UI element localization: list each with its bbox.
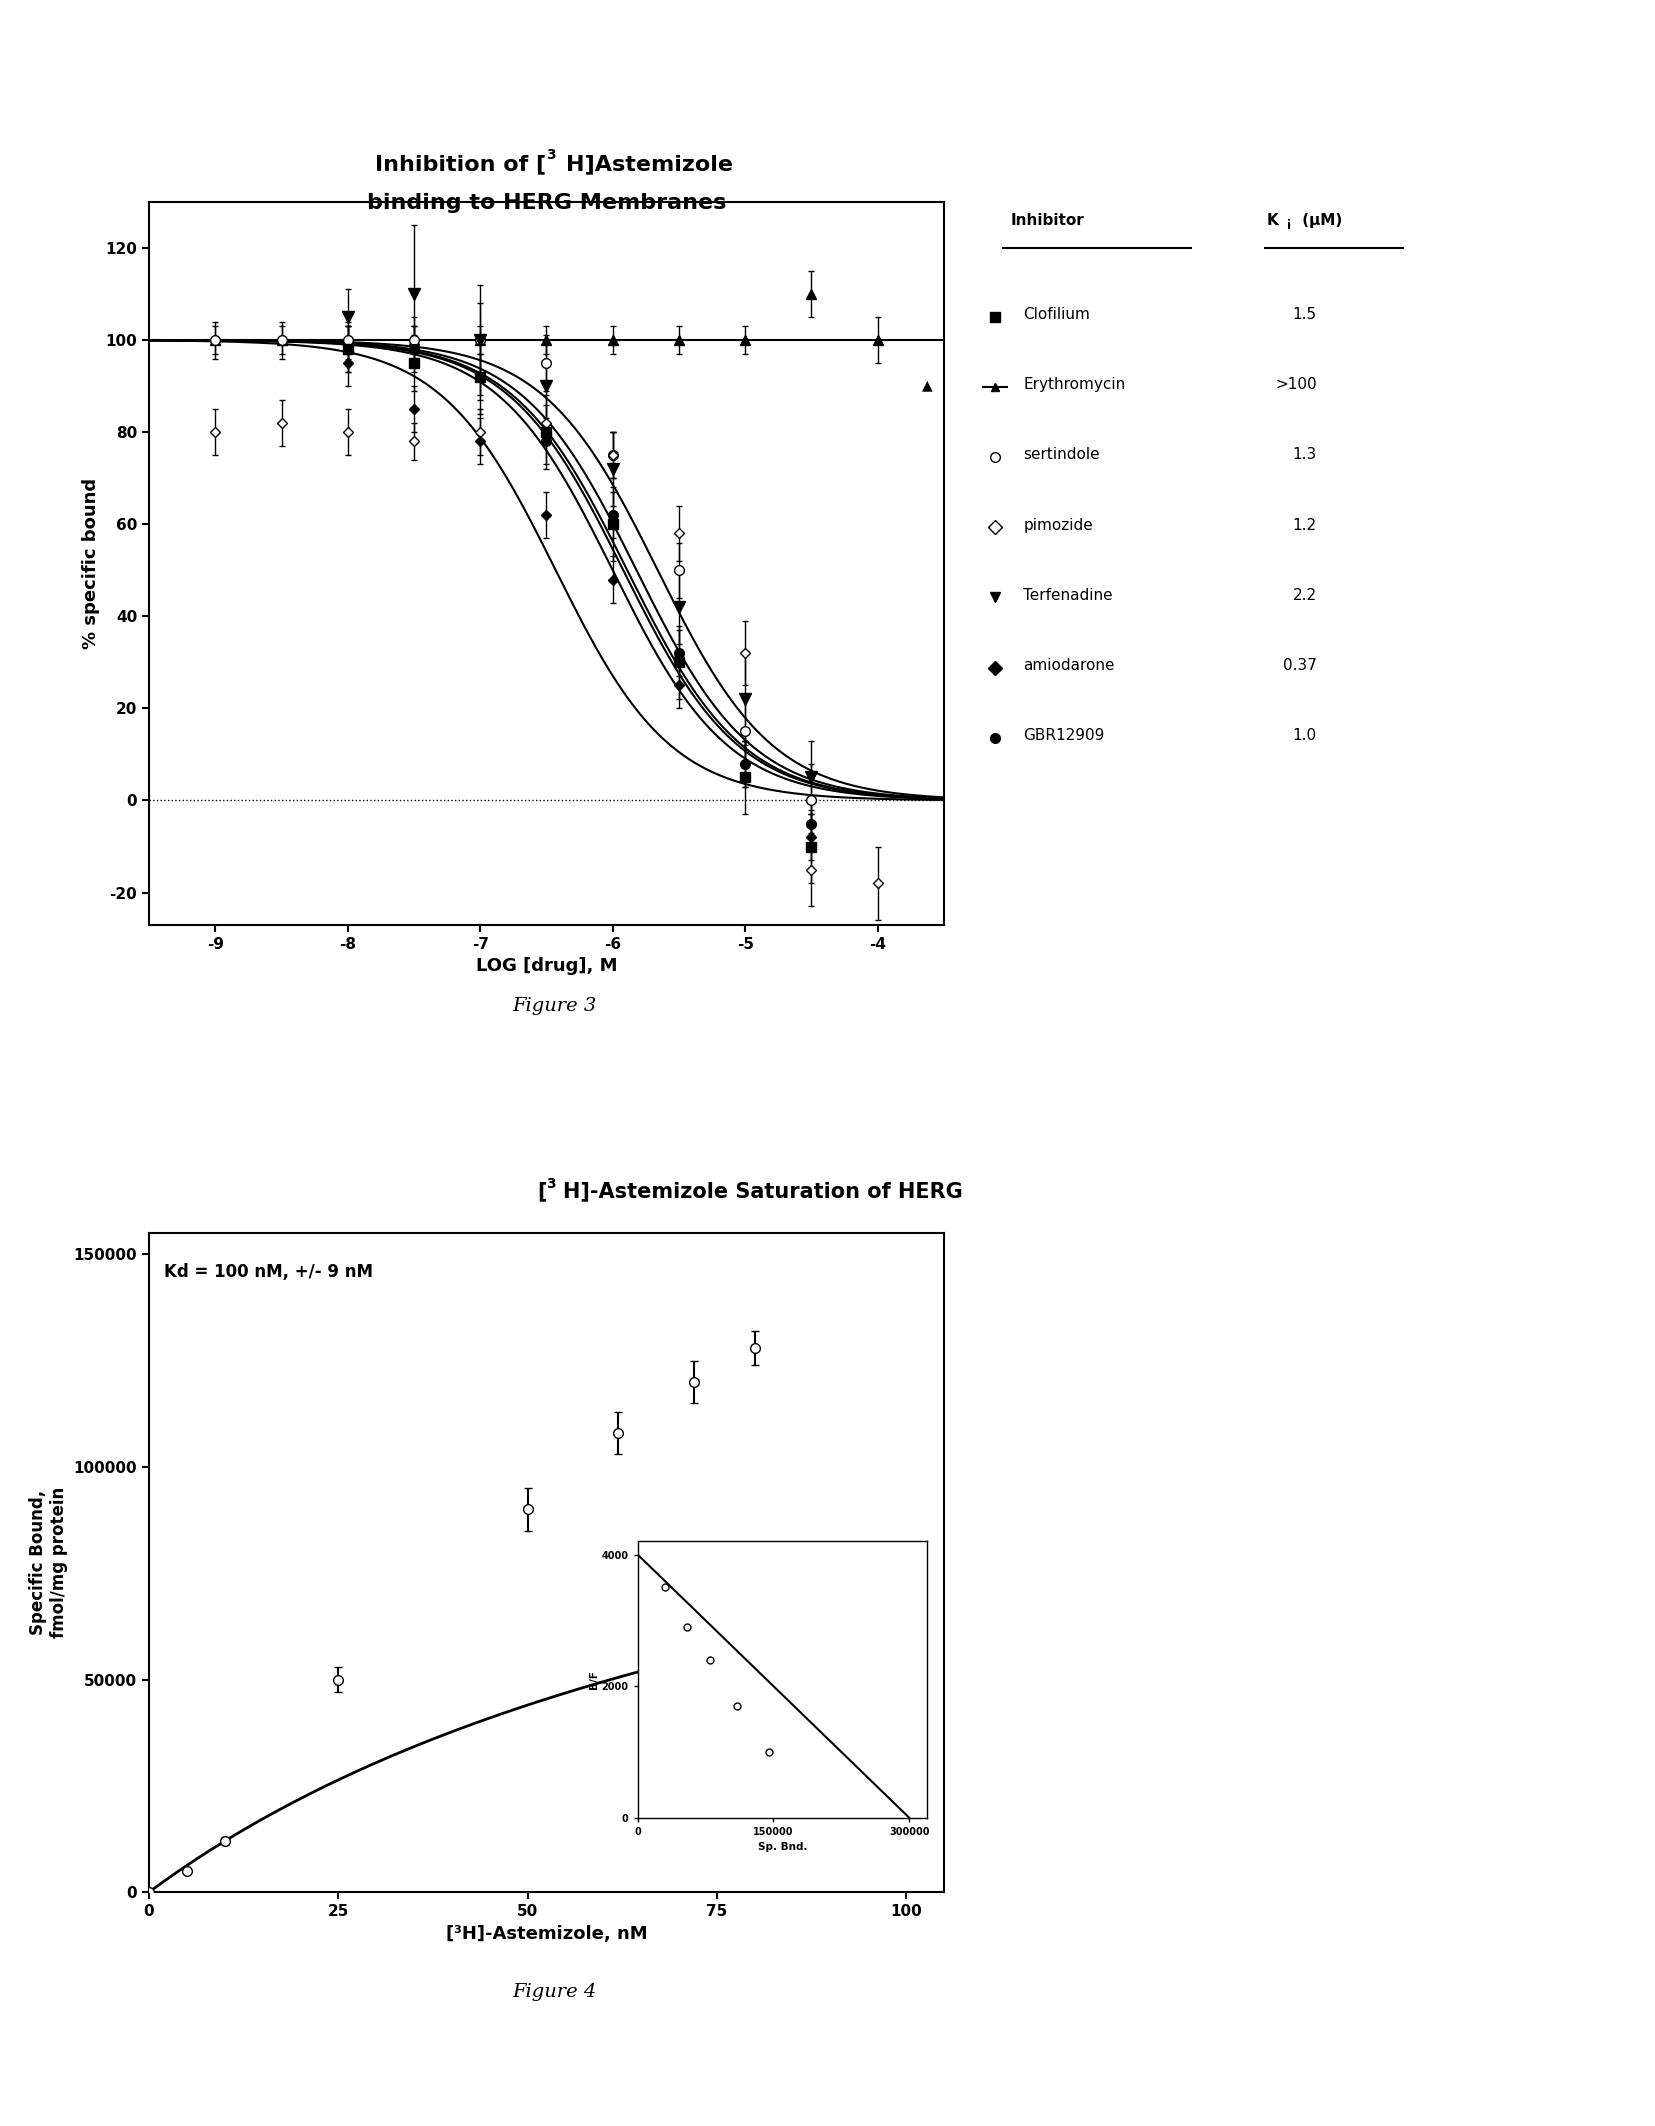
- Text: [: [: [536, 1182, 546, 1201]
- Text: pimozide: pimozide: [1023, 517, 1092, 534]
- Text: GBR12909: GBR12909: [1023, 727, 1104, 744]
- X-axis label: [³H]-Astemizole, nM: [³H]-Astemizole, nM: [445, 1924, 647, 1943]
- Text: K: K: [1266, 213, 1278, 227]
- Text: 1.5: 1.5: [1291, 306, 1316, 323]
- Text: >100: >100: [1274, 376, 1316, 393]
- X-axis label: LOG [drug], M: LOG [drug], M: [475, 957, 617, 976]
- Text: 3: 3: [546, 1176, 556, 1191]
- Text: H]Astemizole: H]Astemizole: [566, 155, 733, 174]
- Text: ▲: ▲: [922, 378, 932, 391]
- Text: Inhibitor: Inhibitor: [1010, 213, 1084, 227]
- Text: 1.0: 1.0: [1291, 727, 1316, 744]
- Text: Erythromycin: Erythromycin: [1023, 376, 1125, 393]
- X-axis label: Sp. Bnd.: Sp. Bnd.: [758, 1843, 806, 1852]
- Y-axis label: Specific Bound,
fmol/mg protein: Specific Bound, fmol/mg protein: [30, 1486, 68, 1639]
- Text: 1.2: 1.2: [1291, 517, 1316, 534]
- Y-axis label: % specific bound: % specific bound: [81, 478, 99, 648]
- Text: amiodarone: amiodarone: [1023, 657, 1114, 674]
- Text: binding to HERG Membranes: binding to HERG Membranes: [366, 193, 727, 213]
- Text: 2.2: 2.2: [1291, 587, 1316, 604]
- Text: Kd = 100 nM, +/- 9 nM: Kd = 100 nM, +/- 9 nM: [164, 1263, 372, 1280]
- Text: Figure 4: Figure 4: [513, 1984, 596, 2001]
- Text: Terfenadine: Terfenadine: [1023, 587, 1112, 604]
- Text: i: i: [1286, 219, 1289, 232]
- Text: 3: 3: [546, 147, 556, 162]
- Text: Inhibition of [: Inhibition of [: [376, 155, 546, 174]
- Text: H]-Astemizole Saturation of HERG: H]-Astemizole Saturation of HERG: [563, 1182, 962, 1201]
- Text: (μM): (μM): [1296, 213, 1341, 227]
- Text: 0.37: 0.37: [1283, 657, 1316, 674]
- Text: Figure 3: Figure 3: [513, 997, 596, 1014]
- Text: sertindole: sertindole: [1023, 446, 1099, 463]
- Text: Clofilium: Clofilium: [1023, 306, 1089, 323]
- Y-axis label: B/F: B/F: [589, 1671, 599, 1688]
- Text: 1.3: 1.3: [1291, 446, 1316, 463]
